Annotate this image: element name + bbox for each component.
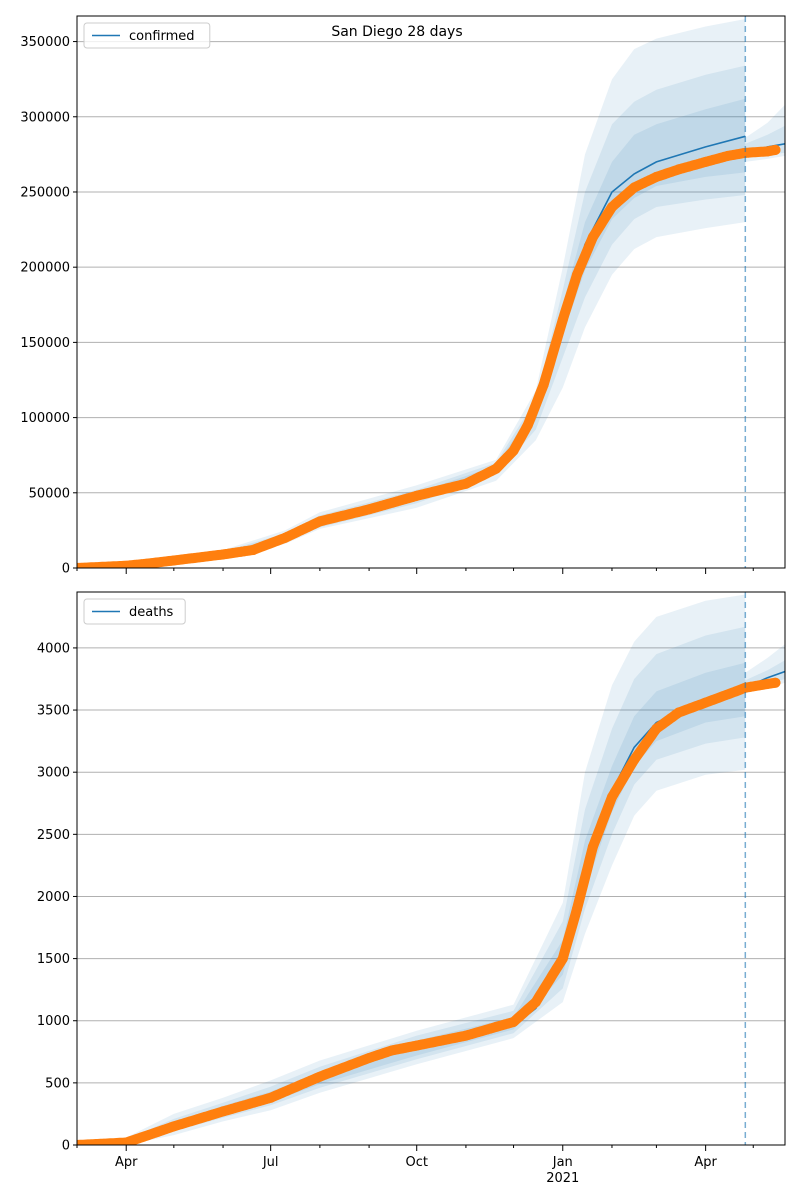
x-tick-label: Apr xyxy=(694,1155,717,1170)
legend-box xyxy=(83,598,186,625)
observed-trail xyxy=(77,677,781,1145)
uncertainty-band xyxy=(77,626,746,1145)
legend: deaths xyxy=(83,598,186,625)
y-tick-label: 300000 xyxy=(20,110,70,125)
y-tick-label: 3000 xyxy=(37,766,70,781)
y-tick-label: 200000 xyxy=(20,261,70,276)
y-tick-label: 4000 xyxy=(37,641,70,656)
deaths-panel: 0 500 1000 1500 2000 2500 3000 3500 4000 Apr Jul Oc… xyxy=(37,591,786,1186)
y-tick-label: 500 xyxy=(45,1076,70,1091)
y-tick-label: 100000 xyxy=(20,411,70,426)
legend: confirmed xyxy=(83,22,211,49)
x-tick-label: Apr xyxy=(115,1155,138,1170)
axes-frame xyxy=(76,591,786,1146)
confirmed-panel: 0 50000 100000 150000 200000 250000 300000 3500… xyxy=(20,15,786,577)
uncertainty-band xyxy=(77,19,746,568)
axes-frame xyxy=(76,15,786,569)
y-tick-label: 250000 xyxy=(20,185,70,200)
legend-label: confirmed xyxy=(129,29,195,44)
plot-area xyxy=(77,594,785,1145)
y-tick-label: 2000 xyxy=(37,890,70,905)
legend-box xyxy=(83,22,211,49)
x-tick-label: Jul xyxy=(262,1155,279,1170)
plot-area xyxy=(77,19,785,568)
y-tick-label: 1000 xyxy=(37,1014,70,1029)
y-tick-label: 50000 xyxy=(29,486,70,501)
legend-label: deaths xyxy=(129,605,174,620)
y-tick-label: 150000 xyxy=(20,336,70,351)
x-year-label: 2021 xyxy=(546,1171,579,1186)
figure-title: San Diego 28 days xyxy=(331,24,462,40)
y-tick-label: 2500 xyxy=(37,828,70,843)
x-tick-label: Jan xyxy=(552,1155,573,1170)
y-tick-label: 350000 xyxy=(20,35,70,50)
y-tick-label: 1500 xyxy=(37,952,70,967)
y-tick-label: 0 xyxy=(62,1139,70,1154)
y-tick-label: 3500 xyxy=(37,704,70,719)
x-tick-label: Oct xyxy=(405,1155,427,1170)
uncertainty-band xyxy=(77,98,746,568)
y-tick-label: 0 xyxy=(62,562,70,577)
uncertainty-band xyxy=(77,65,746,568)
observed-trail xyxy=(77,144,781,568)
uncertainty-band xyxy=(77,594,746,1145)
